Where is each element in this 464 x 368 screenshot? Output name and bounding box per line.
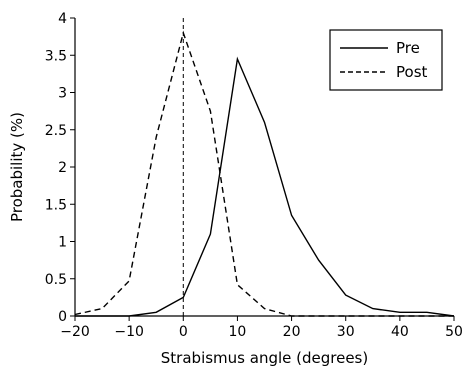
legend-label-pre: Pre (396, 39, 420, 57)
x-tick-label: 10 (229, 324, 247, 340)
y-tick-label: 1 (58, 235, 67, 251)
x-tick-label: −10 (114, 324, 144, 340)
x-ticks: −20 −10 0 10 20 30 40 50 (60, 316, 463, 340)
y-tick-label: 1.5 (45, 197, 67, 213)
legend: Pre Post (329, 29, 443, 91)
y-axis-title: Probability (%) (8, 112, 26, 222)
x-tick-label: −20 (60, 324, 90, 340)
series-line-pre (75, 56, 455, 317)
y-ticks: 0 0.5 1 1.5 2 2.5 3 3.5 4 (45, 11, 75, 325)
x-tick-label: 50 (445, 324, 463, 340)
x-tick-label: 40 (391, 324, 409, 340)
y-tick-label: 4 (58, 11, 67, 27)
legend-label-post: Post (396, 63, 428, 81)
y-tick-label: 3 (58, 86, 67, 102)
y-tick-label: 3.5 (45, 48, 67, 64)
x-tick-label: 0 (179, 324, 188, 340)
y-tick-label: 2.5 (45, 123, 67, 139)
legend-box (329, 29, 443, 91)
x-tick-label: 20 (283, 324, 301, 340)
y-tick-label: 0 (58, 309, 67, 325)
y-tick-label: 2 (58, 160, 67, 176)
x-axis-title: Strabismus angle (degrees) (161, 349, 368, 367)
y-tick-label: 0.5 (45, 272, 67, 288)
x-tick-label: 30 (337, 324, 355, 340)
